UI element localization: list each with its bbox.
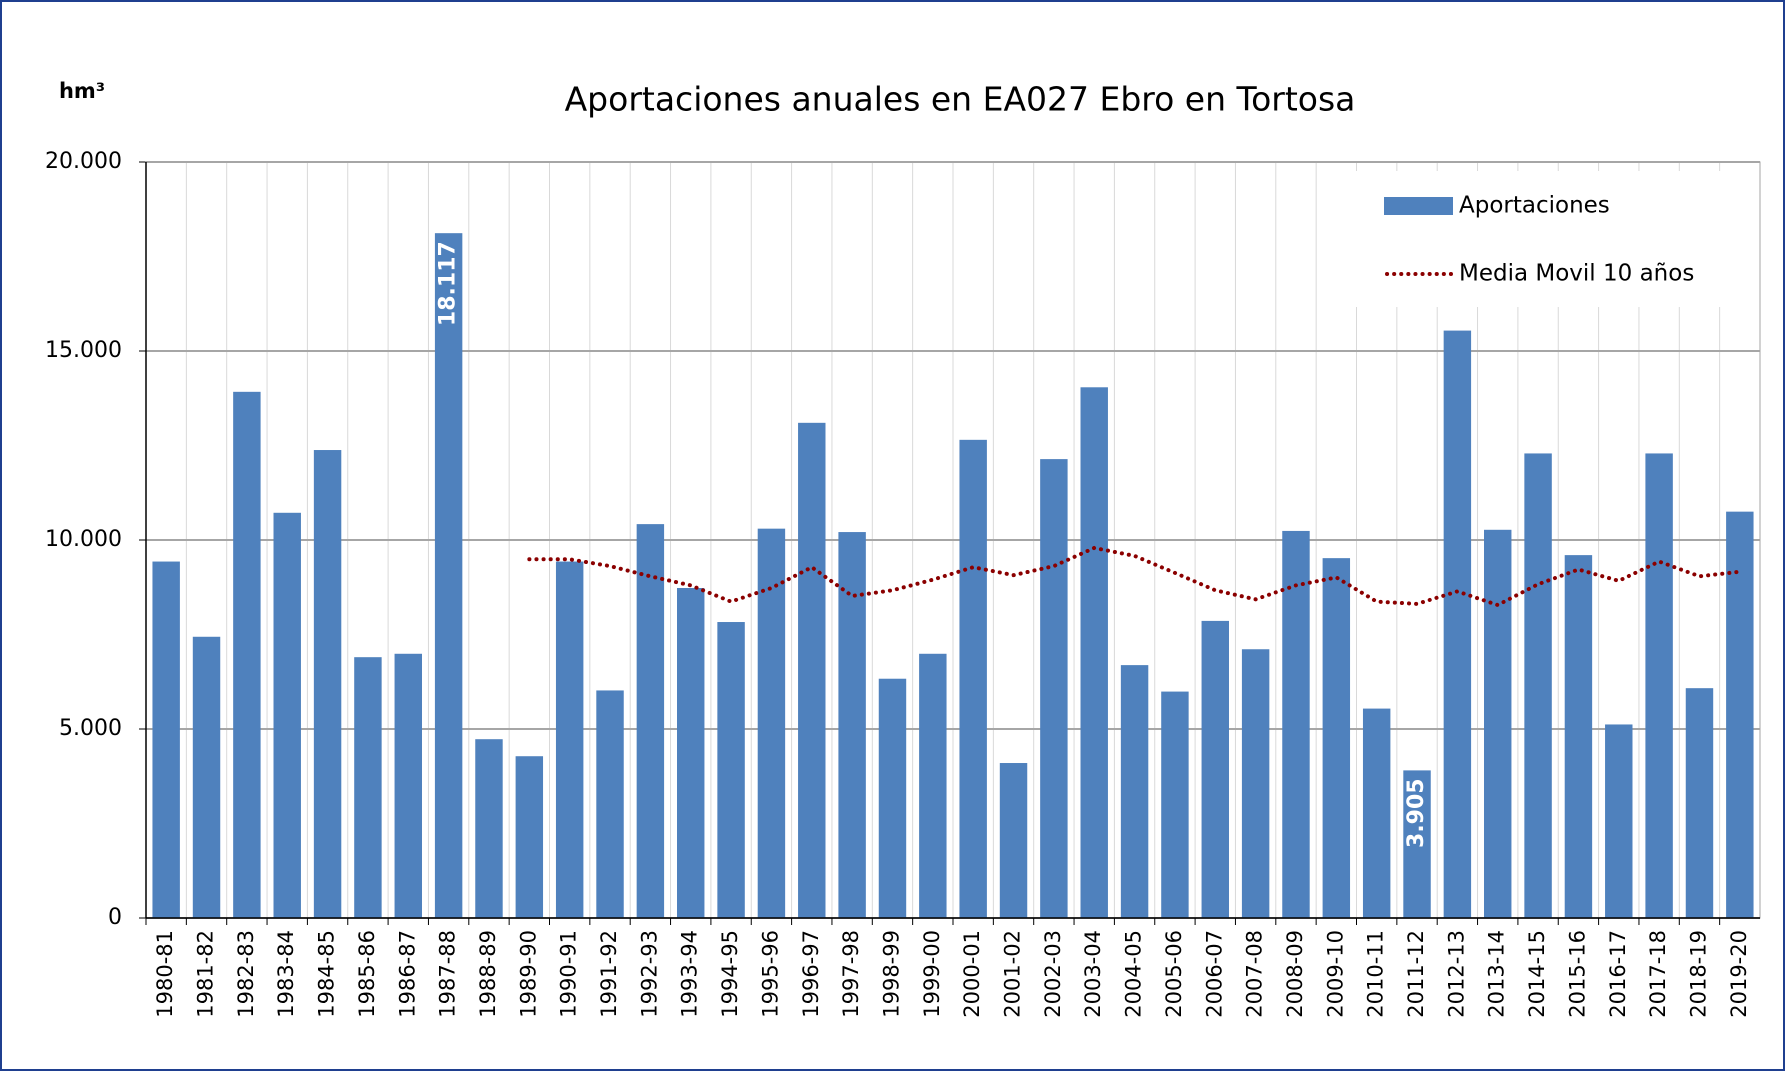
bar (1645, 453, 1673, 918)
bar (1564, 555, 1593, 918)
legend (1341, 171, 1759, 307)
x-tick-label: 1994-95 (718, 930, 742, 1018)
bar (596, 690, 624, 918)
x-tick-label: 1982-83 (234, 930, 258, 1018)
x-tick-label: 2014-15 (1525, 930, 1549, 1018)
x-tick-label: 2002-03 (1041, 930, 1065, 1018)
x-tick-label: 2013-14 (1485, 930, 1509, 1018)
bar (757, 528, 786, 918)
x-tick-label: 2000-01 (960, 930, 984, 1018)
bar (273, 512, 301, 918)
x-tick-label: 1988-89 (476, 930, 500, 1018)
x-tick-label: 1997-98 (839, 930, 863, 1018)
x-tick-label: 2004-05 (1122, 930, 1146, 1018)
bar (677, 588, 705, 918)
bar (717, 622, 745, 918)
bar (434, 233, 463, 919)
x-tick-label: 2018-19 (1686, 930, 1710, 1018)
x-tick-label: 2006-07 (1202, 930, 1226, 1018)
bar (919, 653, 947, 918)
bar (1443, 330, 1472, 918)
data-label: 3.905 (1404, 778, 1429, 848)
bar (1322, 558, 1351, 918)
y-tick-label: 10.000 (45, 527, 122, 552)
moving-average-line (527, 545, 1742, 608)
y-tick-label: 5.000 (59, 716, 122, 741)
x-tick-label: 2003-04 (1081, 930, 1105, 1018)
bar (1040, 459, 1068, 918)
x-tick-label: 2016-17 (1606, 930, 1630, 1018)
bar (1524, 453, 1552, 918)
x-tick-label: 1996-97 (799, 930, 823, 1018)
bar (515, 756, 544, 918)
x-tick-label: 1983-84 (274, 930, 298, 1018)
x-tick-label: 2001-02 (1001, 930, 1025, 1018)
x-tick-label: 2005-06 (1162, 930, 1186, 1018)
bar (1685, 688, 1714, 918)
legend-label: Media Movil 10 años (1459, 261, 1694, 287)
bar (555, 561, 584, 918)
x-tick-label: 1999-00 (920, 930, 944, 1018)
x-tick-label: 1987-88 (436, 930, 460, 1018)
x-tick-label: 1986-87 (395, 930, 419, 1018)
bar (1605, 724, 1633, 918)
x-tick-label: 1993-94 (678, 930, 702, 1018)
legend-label: Aportaciones (1459, 193, 1610, 219)
bar (1362, 708, 1391, 918)
bar (636, 524, 665, 918)
bar (1201, 620, 1229, 918)
y-tick-label: 15.000 (45, 338, 122, 363)
bar (475, 739, 503, 918)
x-tick-label: 1989-90 (516, 930, 540, 1018)
bar (1726, 511, 1754, 918)
x-tick-label: 2011-12 (1404, 930, 1428, 1018)
x-tick-label: 2009-10 (1323, 930, 1347, 1018)
data-label: 18.117 (436, 241, 461, 326)
x-tick-label: 1985-86 (355, 930, 379, 1018)
x-tick-label: 1991-92 (597, 930, 621, 1018)
bar (192, 636, 221, 918)
x-tick-label: 2012-13 (1444, 930, 1468, 1018)
x-tick-label: 1981-82 (194, 930, 218, 1018)
x-tick-label: 2017-18 (1646, 930, 1670, 1018)
bar (1080, 387, 1108, 919)
x-tick-label: 2015-16 (1565, 930, 1589, 1018)
bar (1120, 665, 1149, 918)
bar (354, 657, 382, 918)
bar (999, 763, 1028, 918)
x-tick-label: 1992-93 (637, 930, 661, 1018)
x-tick-label: 1984-85 (315, 930, 339, 1018)
y-tick-label: 0 (108, 905, 122, 930)
bar (152, 561, 180, 918)
bar (394, 653, 422, 918)
y-axis-label: hm³ (59, 79, 105, 103)
bar (233, 391, 261, 919)
x-tick-label: 1980-81 (153, 930, 177, 1018)
bar (959, 439, 987, 918)
bar (1403, 770, 1431, 918)
bar (798, 422, 826, 918)
bar (1484, 529, 1512, 918)
y-tick-label: 20.000 (45, 149, 122, 174)
x-tick-label: 1990-91 (557, 930, 581, 1018)
bar (1282, 530, 1310, 918)
legend-swatch (1384, 197, 1453, 215)
x-tick-label: 2007-08 (1243, 930, 1267, 1018)
x-tick-label: 1998-99 (879, 930, 903, 1018)
bar (1241, 649, 1270, 918)
x-tick-label: 1995-96 (758, 930, 782, 1018)
x-tick-label: 2010-11 (1364, 930, 1388, 1018)
x-tick-label: 2019-20 (1727, 930, 1751, 1018)
bar (878, 678, 907, 918)
x-tick-label: 2008-09 (1283, 930, 1307, 1018)
bar (313, 450, 342, 918)
bar (1161, 691, 1189, 918)
chart-title: Aportaciones anuales en EA027 Ebro en To… (565, 80, 1356, 119)
